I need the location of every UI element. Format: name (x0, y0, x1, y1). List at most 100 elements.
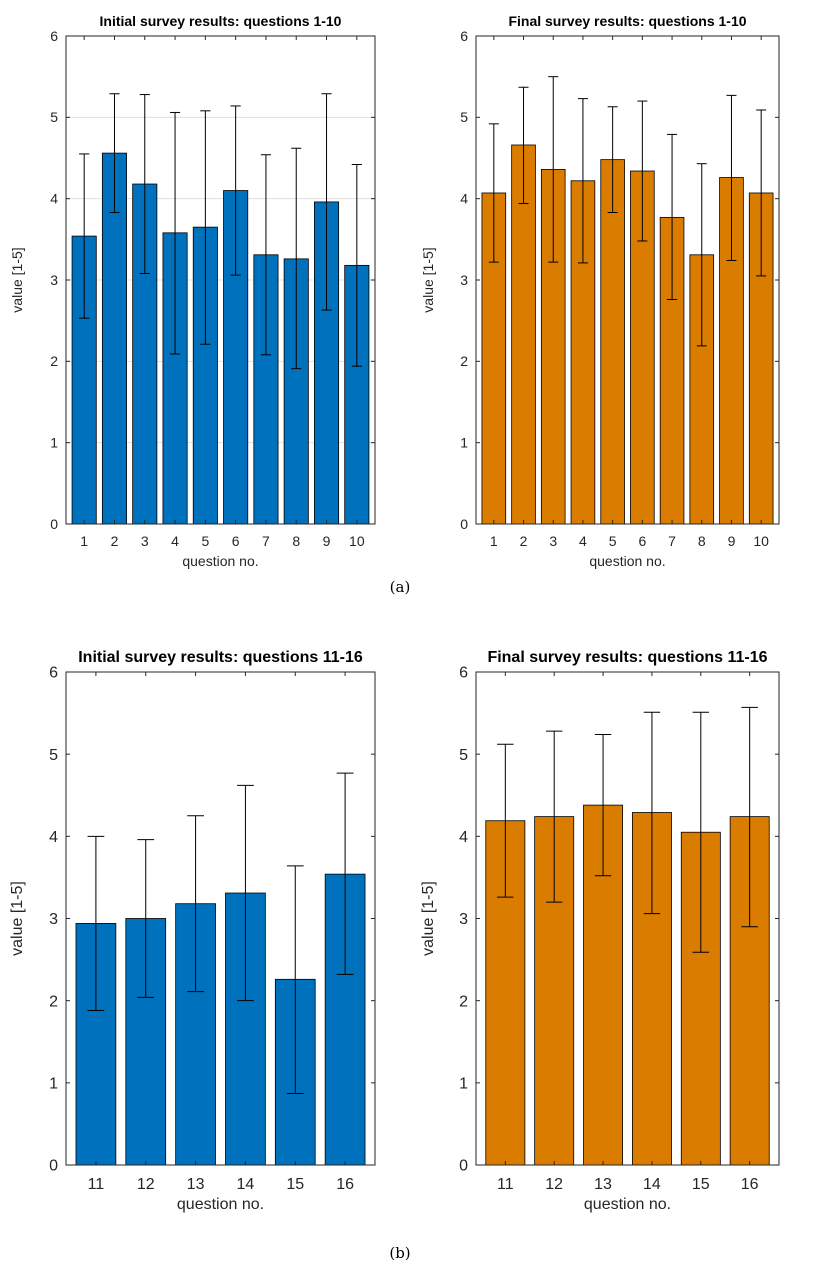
x-tick-label: 11 (497, 1176, 514, 1193)
x-tick-label: 7 (668, 533, 676, 549)
y-tick-label: 2 (50, 353, 58, 369)
y-tick-label: 6 (460, 28, 468, 44)
y-tick-label: 4 (49, 829, 58, 846)
x-tick-label: 1 (490, 533, 498, 549)
error-bar-13 (594, 733, 612, 877)
error-bar-11 (87, 835, 105, 1012)
error-bar-2 (109, 93, 120, 213)
caption-b: (b) (389, 1244, 410, 1262)
y-tick-label: 0 (459, 1158, 468, 1175)
plot-area (66, 672, 375, 1165)
x-tick-label: 10 (349, 533, 365, 549)
x-tick-label: 2 (520, 533, 528, 549)
x-tick-label: 11 (88, 1176, 105, 1193)
error-bar-1 (488, 123, 499, 263)
y-tick-label: 4 (50, 191, 58, 207)
bar-5 (600, 159, 625, 525)
y-axis-label: value [1-5] (420, 881, 437, 956)
y-tick-label: 0 (49, 1158, 58, 1175)
y-tick-label: 6 (49, 665, 58, 682)
y-axis-label: value [1-5] (9, 881, 26, 956)
error-bar-4 (169, 111, 181, 355)
error-bar-7 (667, 133, 678, 301)
x-tick-label: 5 (609, 533, 617, 549)
error-bar-10 (351, 164, 362, 367)
x-axis-label: question no. (182, 553, 258, 569)
y-tick-label: 0 (460, 516, 468, 532)
x-axis-label: question no. (589, 553, 665, 569)
x-tick-label: 7 (262, 533, 270, 549)
y-tick-label: 5 (460, 109, 468, 125)
error-bar-14 (237, 784, 254, 1002)
x-tick-label: 13 (187, 1176, 205, 1193)
y-tick-label: 2 (459, 993, 468, 1010)
x-tick-label: 14 (237, 1176, 255, 1193)
y-tick-label: 5 (459, 747, 468, 764)
y-tick-label: 3 (50, 272, 58, 288)
error-bar-13 (187, 815, 204, 993)
error-bar-15 (286, 865, 304, 1095)
y-tick-label: 1 (460, 435, 468, 451)
error-bar-8 (291, 147, 302, 370)
y-tick-label: 4 (459, 829, 468, 846)
chart-1: 0 1 2 3 4 5 6 1 2 3 4 5 6 7 8 9 10 Initial survey results… (9, 13, 376, 569)
x-tick-label: 14 (643, 1176, 661, 1193)
x-tick-label: 12 (137, 1176, 155, 1193)
x-tick-label: 6 (638, 533, 646, 549)
y-tick-label: 1 (459, 1075, 468, 1092)
error-bar-5 (200, 110, 211, 345)
error-bar-6 (230, 105, 241, 276)
x-tick-label: 2 (111, 533, 119, 549)
error-bar-16 (336, 772, 354, 975)
error-bar-6 (637, 100, 648, 242)
y-tick-label: 3 (460, 272, 468, 288)
caption-a: (a) (390, 578, 411, 596)
error-bar-8 (696, 163, 707, 347)
y-tick-label: 2 (49, 993, 58, 1010)
chart-title: Final survey results: questions 11-16 (487, 649, 767, 666)
x-tick-label: 8 (292, 533, 300, 549)
x-tick-label: 5 (201, 533, 209, 549)
x-tick-label: 3 (549, 533, 557, 549)
x-tick-label: 1 (80, 533, 88, 549)
y-tick-label: 2 (460, 353, 468, 369)
x-axis-label: question no. (177, 1196, 264, 1213)
x-tick-label: 16 (336, 1176, 354, 1193)
y-tick-label: 3 (459, 911, 468, 928)
error-bar-14 (643, 711, 661, 915)
x-tick-label: 15 (692, 1176, 710, 1193)
y-tick-label: 5 (50, 109, 58, 125)
chart-title: Initial survey results: questions 1-10 (100, 13, 342, 29)
error-bar-4 (577, 98, 588, 264)
error-bar-9 (321, 93, 332, 311)
error-bar-5 (607, 106, 618, 213)
bar-4 (162, 232, 188, 525)
error-bar-9 (726, 94, 737, 261)
plot-area (476, 672, 779, 1165)
x-tick-label: 4 (579, 533, 587, 549)
y-tick-label: 6 (459, 665, 468, 682)
y-tick-label: 5 (49, 747, 58, 764)
y-axis-label: value [1-5] (420, 247, 436, 312)
x-tick-label: 4 (171, 533, 179, 549)
chart-2: 0 1 2 3 4 5 6 1 2 3 4 5 6 7 8 9 10 Final survey results: … (420, 13, 780, 569)
x-axis-label: question no. (584, 1196, 671, 1213)
error-bar-2 (518, 86, 529, 205)
y-tick-label: 3 (49, 911, 58, 928)
x-tick-label: 16 (741, 1176, 759, 1193)
error-bar-1 (79, 153, 90, 319)
y-tick-label: 6 (50, 28, 58, 44)
y-tick-label: 1 (49, 1075, 58, 1092)
x-tick-label: 3 (141, 533, 149, 549)
y-axis-label: value [1-5] (9, 247, 25, 312)
error-bar-3 (548, 76, 559, 263)
chart-title: Initial survey results: questions 11-16 (78, 649, 363, 666)
y-tick-label: 4 (460, 191, 468, 207)
x-tick-label: 15 (286, 1176, 304, 1193)
x-tick-label: 13 (594, 1176, 612, 1193)
y-tick-label: 1 (50, 435, 58, 451)
x-tick-label: 12 (545, 1176, 563, 1193)
error-bar-11 (497, 743, 514, 898)
